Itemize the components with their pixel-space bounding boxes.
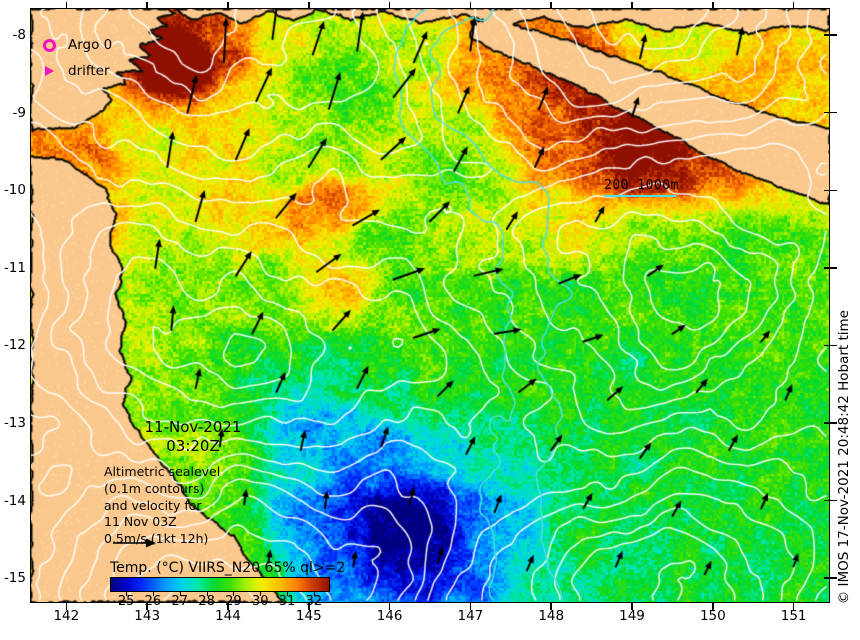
marker-legend: Argo 0 drifter <box>36 32 112 84</box>
colorbar-tick-label: 32 <box>305 594 323 609</box>
x-axis-tick <box>712 603 714 610</box>
x-axis-tick <box>631 603 633 610</box>
x-axis-label: 147 <box>457 608 484 624</box>
x-axis-tick <box>227 603 229 610</box>
x-axis-label: 144 <box>215 608 241 624</box>
x-axis-tick <box>308 603 310 610</box>
colorbar-title: Temp. (°C) VIIRS_N20 65% ql>=2 <box>110 560 346 576</box>
y-axis-tick-right <box>830 189 837 192</box>
y-axis-tick-right <box>830 344 837 347</box>
x-axis-label: 145 <box>295 608 322 624</box>
x-axis-label: 143 <box>134 608 161 624</box>
description-line-3: and velocity for <box>104 497 202 513</box>
legend-label-argo: Argo 0 <box>68 37 113 53</box>
argo-circle-icon <box>36 38 62 52</box>
colorbar-tick <box>206 592 208 596</box>
y-axis-label: -12 <box>3 337 26 354</box>
y-axis-label: -8 <box>12 27 26 44</box>
colorbar-tick-label: 29 <box>225 594 242 609</box>
y-axis-tick-right <box>830 422 837 424</box>
y-axis-tick-right <box>830 577 837 579</box>
x-axis-tick-top <box>65 2 68 9</box>
drifter-triangle-icon <box>36 66 62 76</box>
x-axis-tick-top <box>792 2 795 9</box>
x-axis-tick-top <box>388 2 391 9</box>
timestamp-block: 11-Nov-2021 03:20Z <box>118 418 268 456</box>
timestamp-time: 03:20Z <box>166 436 220 455</box>
x-axis-tick-top <box>469 2 472 9</box>
colorbar-tick-label: 27 <box>171 594 189 609</box>
credit-text: © IMOS 17-Nov-2021 20:48:42 Hobart time <box>836 310 852 605</box>
x-axis-tick <box>792 603 795 610</box>
x-axis-tick <box>388 603 391 610</box>
x-axis-label: 148 <box>538 608 565 624</box>
description-line-1: Altimetric sealevel <box>104 464 221 479</box>
colorbar-tick <box>126 592 128 596</box>
colorbar-tick <box>152 592 154 596</box>
y-axis-tick <box>824 499 831 502</box>
x-axis-tick <box>550 603 552 610</box>
legend-label-drifter: drifter <box>68 63 110 79</box>
x-axis-tick-top <box>550 2 552 9</box>
y-axis-tick-right <box>830 111 837 114</box>
description-line-4: 11 Nov 03Z <box>104 514 177 530</box>
colorbar-tick <box>313 592 315 596</box>
x-axis-label: 151 <box>780 608 807 624</box>
colorbar-tick-label: 25 <box>117 594 135 609</box>
y-axis-label: -13 <box>3 415 26 432</box>
bathymetry-note-line <box>604 195 676 197</box>
colorbar-tick <box>287 592 289 596</box>
colorbar[interactable] <box>110 577 330 592</box>
y-axis-label: -10 <box>3 182 26 199</box>
map-plot-area[interactable] <box>30 8 830 603</box>
y-axis-tick <box>824 344 831 347</box>
x-axis-tick-top <box>712 2 714 9</box>
colorbar-tick <box>179 592 181 596</box>
y-axis-tick <box>824 577 831 579</box>
y-axis-tick-right <box>830 34 837 36</box>
y-axis-label: -11 <box>3 259 26 276</box>
x-axis-tick-top <box>631 2 633 9</box>
x-axis-tick-top <box>146 2 148 9</box>
y-axis-tick-right <box>830 267 837 269</box>
x-axis-tick <box>146 603 148 610</box>
y-axis-label: -9 <box>12 104 26 121</box>
velocity-scale-arrow-icon <box>113 538 156 548</box>
y-axis-tick <box>824 111 831 114</box>
x-axis-tick <box>65 603 68 610</box>
y-axis-label: -14 <box>3 492 26 509</box>
x-axis-tick-top <box>227 2 229 9</box>
y-axis-tick <box>824 267 831 269</box>
bathymetry-note-label: 200 1000m <box>604 178 679 193</box>
legend-item-argo[interactable]: Argo 0 <box>36 32 112 58</box>
y-axis-tick <box>824 189 831 192</box>
y-axis-tick <box>824 34 831 36</box>
colorbar-tick-label: 30 <box>251 594 269 609</box>
x-axis-label: 149 <box>619 608 645 624</box>
y-axis-tick <box>824 422 831 424</box>
colorbar-tick-label: 31 <box>278 594 296 609</box>
bathymetry-note: 200 1000m <box>604 178 679 197</box>
colorbar-tick <box>260 592 262 596</box>
x-axis-label: 146 <box>376 608 403 624</box>
colorbar-tick <box>233 592 235 596</box>
x-axis-tick <box>469 603 472 610</box>
description-line-2: (0.1m contours) <box>104 480 205 496</box>
x-axis-label: 150 <box>699 608 726 624</box>
colorbar-tick-label: 26 <box>144 594 162 609</box>
x-axis-tick-top <box>308 2 310 9</box>
legend-item-drifter[interactable]: drifter <box>36 58 112 84</box>
timestamp-date: 11-Nov-2021 <box>144 418 242 436</box>
colorbar-gradient <box>111 578 329 591</box>
colorbar-tick-label: 28 <box>198 594 215 609</box>
y-axis-label: -15 <box>3 570 26 587</box>
x-axis-label: 142 <box>53 608 80 624</box>
overlay-contours-arrows-canvas <box>30 8 830 603</box>
y-axis-tick-right <box>830 499 837 502</box>
